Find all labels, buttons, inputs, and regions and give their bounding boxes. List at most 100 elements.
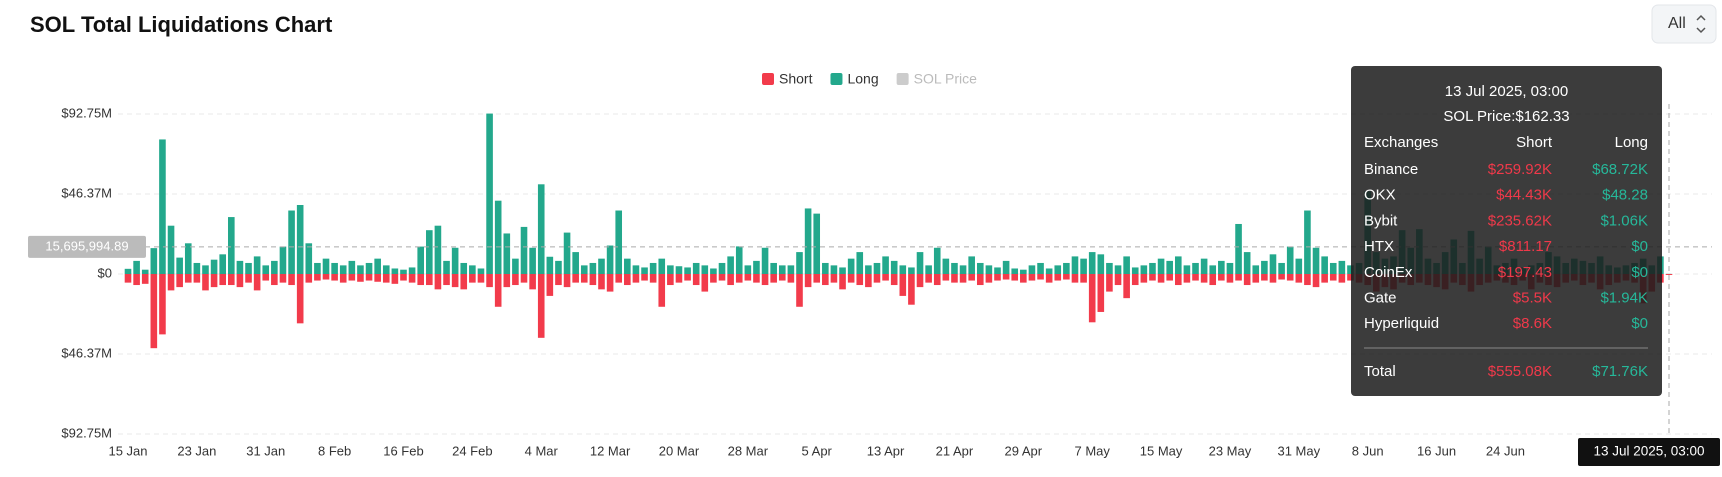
bar: [202, 265, 209, 274]
bar: [184, 243, 192, 274]
bar: [322, 258, 330, 274]
bar: [486, 274, 493, 288]
x-tick-label: 15 May: [1140, 443, 1183, 458]
bar: [434, 274, 442, 290]
bar: [382, 274, 390, 283]
range-select[interactable]: [1651, 4, 1717, 44]
bar: [1011, 274, 1019, 281]
bar: [1235, 223, 1242, 274]
bar: [236, 274, 244, 288]
bar: [279, 246, 287, 274]
bar: [124, 274, 132, 283]
bar: [469, 274, 476, 283]
bar: [546, 256, 554, 274]
crosshair-x-label: 13 Jul 2025, 03:00: [1593, 444, 1704, 459]
bar: [228, 217, 235, 274]
bar: [365, 274, 373, 281]
legend-label[interactable]: SOL Price: [914, 71, 977, 87]
bar: [718, 262, 726, 274]
bar: [675, 274, 683, 283]
bar: [804, 208, 812, 274]
bar: [1149, 274, 1156, 281]
legend-swatch: [762, 73, 774, 85]
bar: [1106, 274, 1113, 292]
bar: [1140, 274, 1148, 283]
bar: [1226, 262, 1234, 274]
bar: [1088, 274, 1096, 323]
bar: [426, 230, 433, 274]
bar: [667, 265, 674, 274]
bar: [632, 265, 640, 274]
bar: [1097, 274, 1105, 312]
bar: [477, 268, 485, 274]
bar: [1106, 262, 1113, 274]
bar: [649, 262, 657, 274]
y-tick-label: $92.75M: [61, 425, 112, 440]
bar: [331, 262, 338, 274]
bar: [1312, 247, 1320, 274]
bar: [1045, 274, 1053, 283]
bar: [477, 274, 485, 283]
tooltip-cell: Hyperliquid: [1364, 315, 1439, 332]
bar: [228, 274, 235, 286]
bar: [615, 210, 623, 274]
bar: [339, 274, 347, 283]
bar: [563, 274, 571, 288]
x-tick-label: 21 Apr: [936, 443, 974, 458]
bar: [417, 274, 425, 286]
bar: [606, 274, 614, 292]
bar: [1278, 274, 1285, 280]
bar: [460, 262, 468, 274]
legend-label[interactable]: Long: [847, 71, 878, 87]
select-arrows: [1696, 14, 1706, 34]
x-tick-label: 23 Jan: [177, 443, 216, 458]
bar: [374, 274, 381, 282]
x-tick-label: 31 Jan: [246, 443, 285, 458]
bar: [1269, 254, 1277, 274]
bar: [1037, 274, 1044, 280]
bar: [133, 274, 140, 286]
bar: [890, 274, 898, 286]
bar: [503, 233, 511, 274]
x-tick-label: 15 Jan: [108, 443, 147, 458]
bar: [959, 265, 967, 274]
tooltip-cell: $259.92K: [1488, 161, 1552, 178]
bar: [1166, 260, 1173, 274]
bar: [710, 268, 717, 274]
bar: [391, 268, 399, 274]
bar: [942, 274, 950, 281]
bar: [1054, 265, 1062, 274]
bar: [865, 274, 872, 288]
bar: [813, 213, 821, 274]
bar: [1028, 265, 1036, 274]
bar: [133, 260, 140, 274]
bar: [770, 262, 777, 274]
tooltip-cell: $811.17: [1499, 238, 1552, 255]
x-tick-label: 31 May: [1277, 443, 1320, 458]
bar: [632, 274, 640, 283]
bar: [813, 274, 821, 283]
bar: [684, 267, 691, 274]
bar: [563, 232, 571, 274]
bar: [193, 262, 201, 274]
bar: [1020, 274, 1027, 283]
bar: [486, 113, 493, 275]
bar: [1045, 268, 1053, 274]
y-tick-label: $46.37M: [61, 345, 112, 360]
x-tick-label: 28 Mar: [728, 443, 769, 458]
bar: [1243, 252, 1251, 274]
bar: [167, 274, 175, 291]
legend-label[interactable]: Short: [779, 71, 813, 87]
bar: [348, 260, 356, 274]
bar: [615, 274, 623, 283]
bar: [1226, 274, 1234, 283]
bar: [822, 274, 829, 286]
bar: [994, 267, 1001, 274]
bar: [193, 274, 201, 283]
x-tick-label: 16 Jun: [1417, 443, 1456, 458]
bar: [253, 256, 261, 274]
bar: [451, 274, 459, 288]
y-tick-label: $46.37M: [61, 185, 112, 200]
range-select-label[interactable]: All: [1668, 15, 1686, 32]
bar: [753, 274, 760, 283]
